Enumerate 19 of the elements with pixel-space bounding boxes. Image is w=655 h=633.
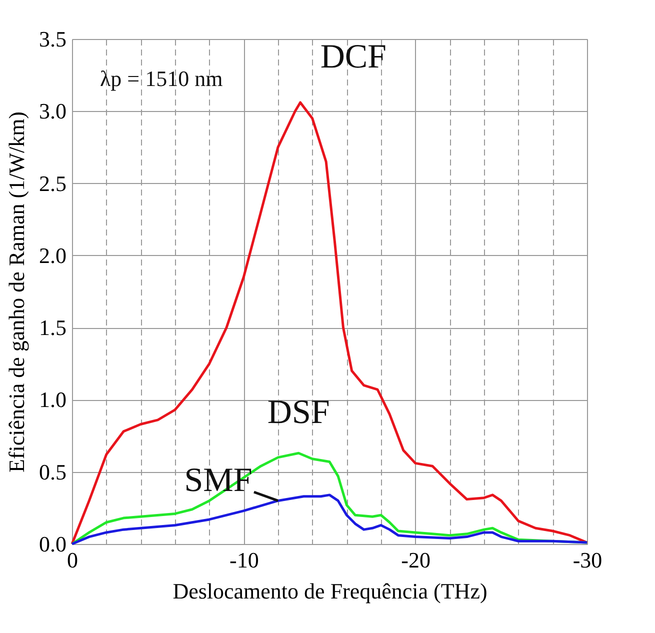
line-series [70,494,588,546]
x-tick-label: -20 [401,548,430,572]
y-tick-label: 3.5 [39,26,66,52]
line-series [70,101,588,546]
y-tick-label: 1.5 [39,315,66,340]
y-tick-label: 3.0 [39,98,66,124]
y-tick-label: 0.0 [39,532,66,556]
series-label: DSF [267,394,330,432]
x-tick-label: 0 [67,548,78,572]
x-tick-label: -10 [230,548,259,572]
series-label: DCF [320,38,386,76]
y-tick-label: 0.5 [39,459,66,484]
y-tick-label: 2.0 [39,242,66,268]
x-axis-title: Deslocamento de Frequência (THz) [172,578,488,604]
annotation: λp = 1510 nm [100,66,223,91]
x-tick-label: -30 [572,548,602,572]
y-tick-label: 2.5 [39,170,66,196]
y-tick-label: 1.0 [39,387,66,412]
y-axis-title: Eficiência de ganho de Raman (1/W/km) [4,111,29,473]
